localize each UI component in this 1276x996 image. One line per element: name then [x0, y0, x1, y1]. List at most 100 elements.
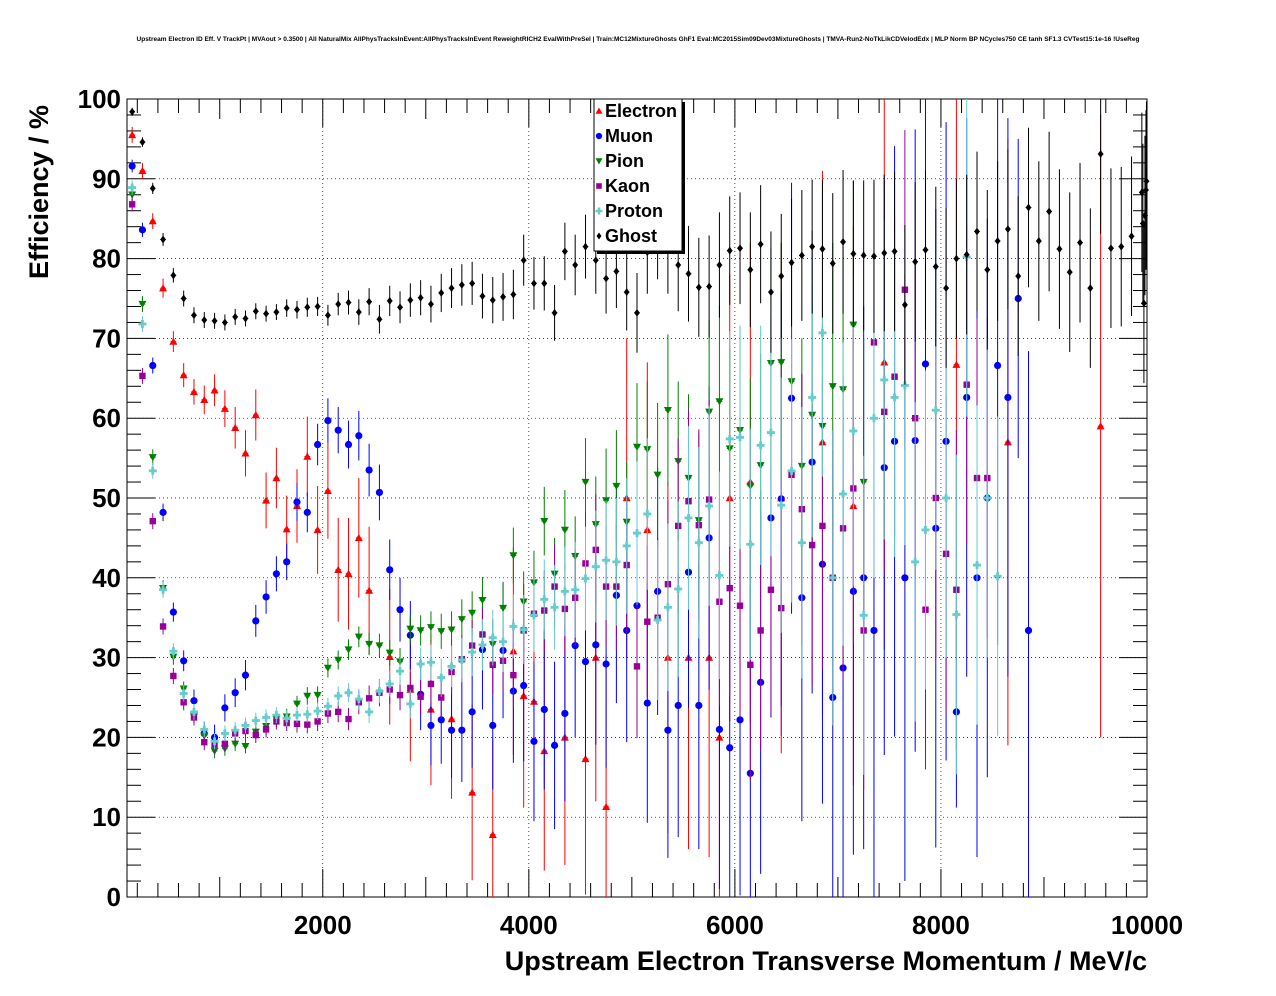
electron-point	[159, 284, 168, 292]
electron-point	[241, 449, 250, 457]
muon-point	[324, 416, 332, 425]
proton-point	[437, 673, 446, 682]
electron-point	[210, 386, 219, 394]
ghost-point	[829, 259, 836, 268]
proton-point-v	[913, 557, 917, 566]
legend: Electron Muon Pion Kaon Proton Ghost	[593, 98, 685, 254]
ghost-point	[716, 260, 723, 269]
electron-point	[189, 387, 198, 396]
proton-point-v	[697, 538, 701, 547]
proton-point-v	[769, 428, 773, 437]
proton-point	[766, 428, 775, 437]
muon-point	[581, 657, 590, 666]
ghost-point	[551, 308, 558, 317]
proton-point-v	[223, 729, 227, 738]
proton-point	[272, 711, 281, 720]
kaon-point	[159, 623, 167, 630]
proton-point	[406, 699, 415, 708]
proton-point-v	[491, 633, 495, 642]
ghost-point	[932, 262, 939, 271]
pion-point	[406, 625, 415, 633]
pion-point	[323, 664, 332, 672]
ghost-point	[572, 260, 578, 269]
electron-point	[313, 525, 322, 534]
muon-point	[468, 708, 476, 716]
proton-point-v	[522, 625, 526, 634]
proton-point	[313, 707, 322, 716]
proton-point-v	[738, 433, 742, 442]
proton-point-v	[800, 538, 804, 547]
muon-point	[231, 689, 239, 697]
proton-point	[777, 501, 786, 510]
ghost-point	[922, 245, 929, 254]
proton-point-v	[563, 587, 567, 596]
kaon-point	[345, 715, 352, 723]
ghost-point	[1108, 244, 1114, 253]
proton-point	[942, 494, 951, 502]
ghost-point	[1056, 245, 1063, 254]
proton-point-v	[996, 572, 1000, 581]
muon-point	[540, 705, 548, 714]
proton-point	[396, 667, 405, 676]
proton-point	[828, 573, 837, 582]
proton-point	[210, 737, 219, 746]
x-tick-label: 8000	[912, 910, 970, 940]
proton-point-v	[532, 611, 536, 620]
electron-point	[262, 496, 271, 504]
proton-point	[653, 616, 662, 625]
muon-series	[128, 99, 1033, 897]
proton-point	[303, 710, 312, 719]
proton-point-v	[274, 711, 278, 720]
data-marks	[128, 99, 1150, 897]
proton-point-v	[316, 707, 320, 716]
kaon-point	[221, 740, 229, 747]
pion-point	[715, 398, 724, 406]
ghost-point	[963, 250, 970, 259]
proton-point-v	[553, 603, 556, 612]
proton-point-v	[501, 637, 505, 646]
proton-point-v	[233, 726, 237, 735]
muon-point	[169, 608, 177, 616]
proton-point	[365, 707, 374, 716]
proton-point	[684, 513, 693, 522]
muon-point	[437, 716, 445, 724]
electron-point	[272, 474, 281, 482]
proton-point-v	[408, 699, 412, 708]
pion-point	[581, 478, 590, 487]
muon-point	[736, 716, 744, 724]
electron-point	[468, 788, 477, 796]
ghost-point	[747, 265, 754, 274]
ghost-point	[180, 294, 187, 303]
ghost-point	[304, 303, 311, 312]
muon-point	[262, 593, 270, 601]
y-tick-label: 0	[107, 882, 121, 912]
ghost-point	[1046, 207, 1052, 216]
x-tick-label: 6000	[706, 910, 764, 940]
proton-point	[560, 587, 569, 596]
ghost-point	[603, 274, 609, 283]
proton-point	[128, 183, 137, 192]
legend-ghost-label: Ghost	[605, 226, 657, 246]
proton-point	[633, 529, 641, 538]
ghost-point	[201, 316, 208, 325]
proton-point-v	[759, 441, 763, 450]
pion-point	[128, 191, 137, 199]
proton-point-v	[439, 673, 443, 682]
electron-point	[200, 395, 209, 404]
legend-proton-label: Proton	[605, 201, 663, 221]
proton-point-v	[378, 687, 381, 696]
proton-point	[179, 689, 188, 698]
x-tick-label: 4000	[500, 910, 558, 940]
muon-point	[365, 466, 373, 474]
ghost-point	[902, 300, 908, 309]
ghost-point	[984, 265, 991, 274]
proton-point	[993, 572, 1002, 581]
pion-point	[354, 633, 363, 641]
muon-point	[530, 737, 538, 745]
proton-point-v	[357, 695, 361, 704]
muon-point	[901, 574, 909, 582]
proton-point-v	[821, 328, 824, 337]
muon-point	[272, 570, 280, 578]
x-tick-label: 10000	[1111, 910, 1183, 940]
ghost-point	[1128, 232, 1135, 241]
